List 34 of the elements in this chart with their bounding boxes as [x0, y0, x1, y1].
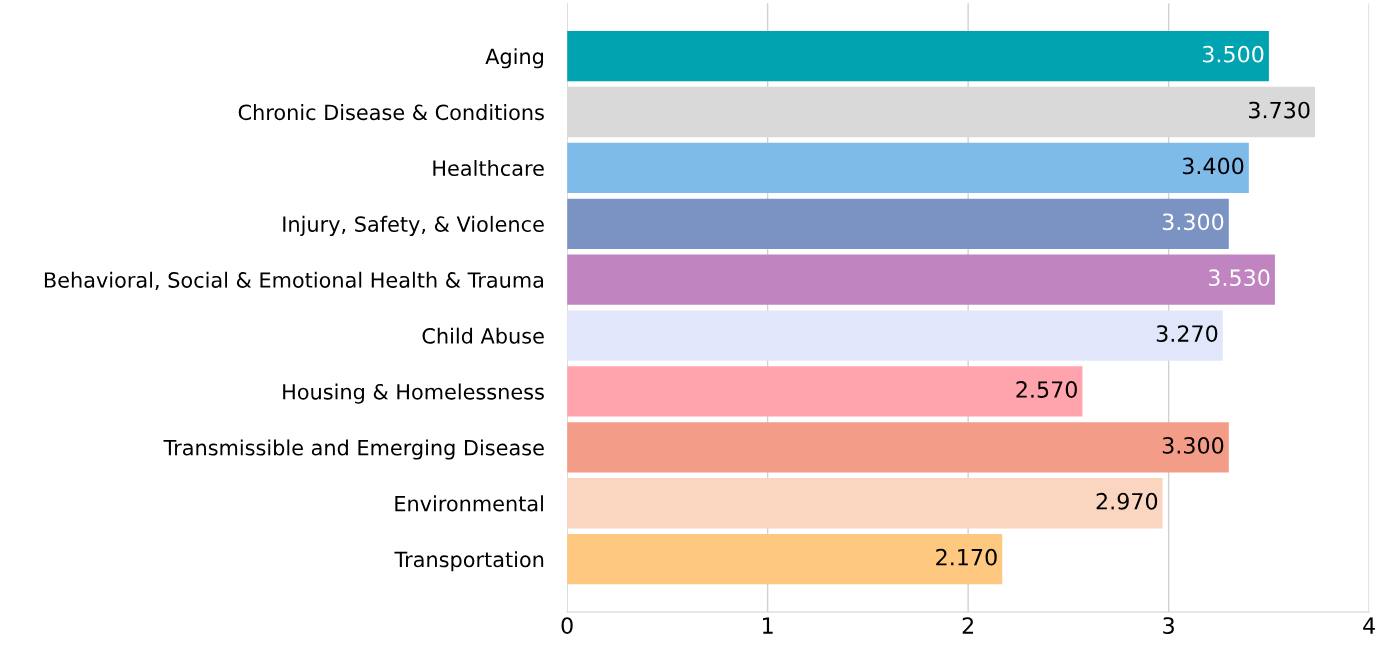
x-tick-label: 1 — [763, 617, 773, 634]
y-tick-label: Healthcare — [433, 159, 544, 177]
data-label: 3.530 — [1208, 269, 1270, 287]
x-tick-label: 0 — [561, 617, 573, 634]
y-tick-label: Child Abuse — [422, 327, 544, 344]
y-tick-label: Transmissible and Emerging Disease — [163, 439, 544, 460]
data-label: 3.730 — [1249, 101, 1310, 119]
data-label: 3.300 — [1162, 436, 1224, 454]
x-tick-label: 2 — [962, 617, 973, 634]
x-tick-label: 3 — [1163, 617, 1174, 634]
data-label: 2.170 — [936, 548, 997, 566]
y-tick-label: Environmental — [395, 495, 543, 512]
bar — [567, 142, 1249, 194]
data-label: 2.570 — [1016, 381, 1077, 398]
y-tick-label: Chronic Disease & Conditions — [238, 104, 544, 121]
data-label: 2.970 — [1096, 492, 1158, 510]
y-tick-label: Transportation — [394, 551, 544, 572]
bar — [567, 478, 1163, 529]
bar — [567, 422, 1229, 473]
data-label: 3.400 — [1182, 157, 1244, 175]
y-tick-label: Housing & Homelessness — [283, 383, 544, 404]
bar — [567, 533, 1003, 585]
bar — [567, 366, 1083, 417]
y-tick-label: Behavioral, Social & Emotional Health & Trauma — [44, 271, 544, 291]
y-tick-label: Injury, Safety, & Violence — [283, 215, 544, 237]
data-label: 3.300 — [1162, 213, 1224, 231]
bar — [567, 30, 1269, 82]
bar — [567, 254, 1275, 305]
x-tick-label: 4 — [1363, 617, 1375, 634]
data-label: 3.500 — [1202, 45, 1264, 63]
data-label: 3.270 — [1156, 325, 1218, 343]
bar — [567, 310, 1223, 361]
y-tick-label: Aging — [485, 48, 543, 69]
bar — [567, 198, 1229, 249]
